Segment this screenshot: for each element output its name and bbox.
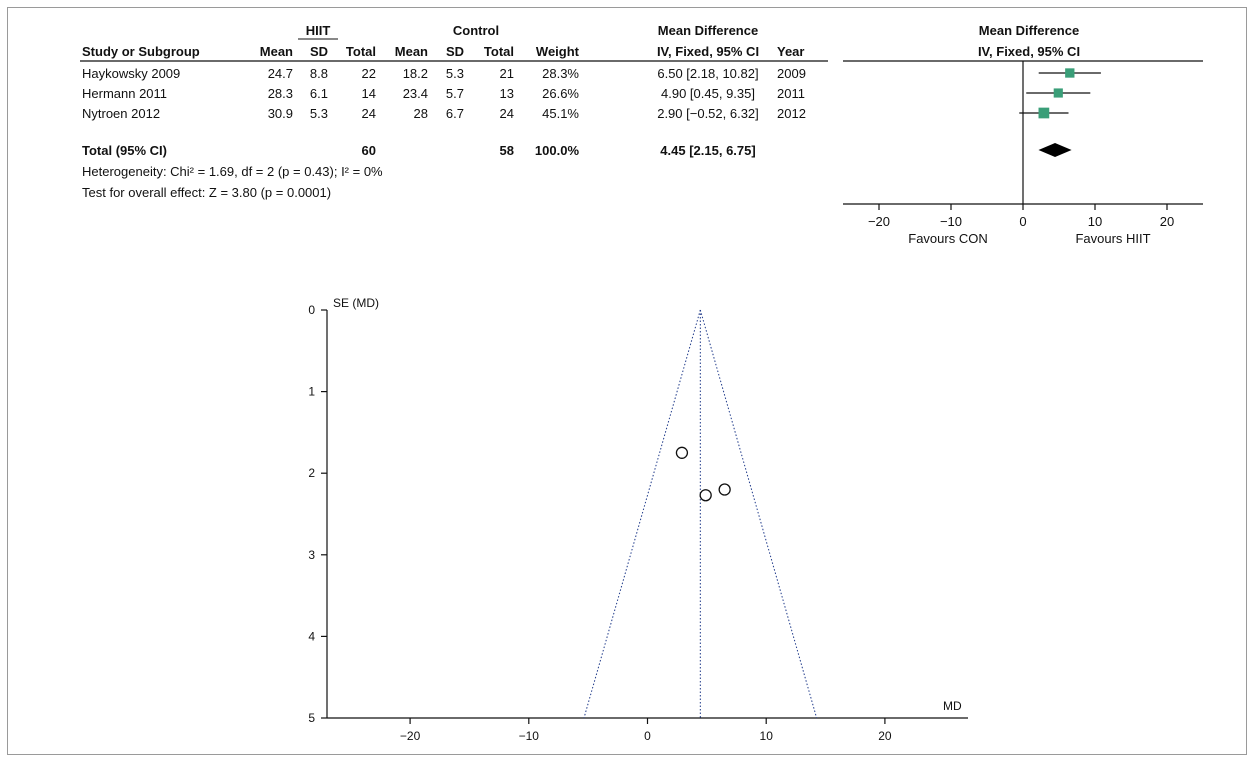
weight: 28.3% bbox=[542, 66, 579, 81]
header-hiit: HIIT bbox=[306, 23, 331, 38]
col-hiit-mean: Mean bbox=[260, 44, 293, 59]
funnel-y-tick-label: 1 bbox=[308, 385, 315, 399]
study-effect-marker bbox=[1053, 88, 1063, 98]
hiit-total: 24 bbox=[362, 106, 376, 121]
year: 2009 bbox=[777, 66, 806, 81]
total-row: Total (95% CI) 60 58 100.0% 4.45 [2.15, … bbox=[82, 143, 756, 158]
ci: 4.90 [0.45, 9.35] bbox=[661, 86, 755, 101]
heterogeneity-text: Heterogeneity: Chi² = 1.69, df = 2 (p = … bbox=[82, 164, 383, 179]
forest-x-tick-label: 10 bbox=[1088, 214, 1102, 229]
study-effect-marker bbox=[1065, 68, 1075, 78]
study-name: Nytroen 2012 bbox=[82, 106, 160, 121]
year: 2011 bbox=[777, 86, 805, 101]
con-sd: 6.7 bbox=[446, 106, 464, 121]
col-year: Year bbox=[777, 44, 804, 59]
col-con-total: Total bbox=[484, 44, 514, 59]
total-weight: 100.0% bbox=[535, 143, 580, 158]
col-con-sd: SD bbox=[446, 44, 464, 59]
table-row: Hermann 2011 28.3 6.1 14 23.4 5.7 13 26.… bbox=[82, 86, 805, 101]
study-point bbox=[675, 446, 689, 459]
study-name: Hermann 2011 bbox=[82, 86, 167, 101]
hiit-mean: 28.3 bbox=[268, 86, 293, 101]
figure-canvas: HIIT Control Mean Difference Study or Su… bbox=[80, 23, 1203, 743]
study-point bbox=[699, 489, 712, 502]
hiit-total-sum: 60 bbox=[362, 143, 376, 158]
funnel-y-label: SE (MD) bbox=[333, 296, 379, 310]
ci: 2.90 [−0.52, 6.32] bbox=[657, 106, 759, 121]
favours-hiit-label: Favours HIIT bbox=[1075, 231, 1150, 246]
pooled-diamond bbox=[1038, 143, 1072, 157]
forest-x-tick-label: −10 bbox=[940, 214, 962, 229]
funnel-plot: SE (MD) MD 0 1 2 3 4 5 −20 −10 0 10 20 bbox=[308, 296, 968, 743]
table-row: Haykowsky 2009 24.7 8.8 22 18.2 5.3 21 2… bbox=[82, 66, 806, 81]
hiit-total: 14 bbox=[362, 86, 376, 101]
funnel-y-tick-label: 2 bbox=[308, 466, 315, 480]
funnel-ci-right bbox=[699, 309, 818, 719]
study-effect-marker bbox=[1038, 107, 1050, 119]
forest-x-tick-label: 0 bbox=[1019, 214, 1026, 229]
funnel-x-tick-label: −10 bbox=[519, 729, 540, 743]
con-total: 13 bbox=[500, 86, 514, 101]
con-total: 24 bbox=[500, 106, 514, 121]
funnel-x-tick-label: 20 bbox=[878, 729, 892, 743]
header-md-group: Mean Difference bbox=[658, 23, 758, 38]
funnel-y-tick-label: 5 bbox=[308, 711, 315, 725]
col-hiit-total: Total bbox=[346, 44, 376, 59]
funnel-x-tick-label: 10 bbox=[760, 729, 774, 743]
col-ci: IV, Fixed, 95% CI bbox=[657, 44, 759, 59]
hiit-sd: 5.3 bbox=[310, 106, 328, 121]
total-label: Total (95% CI) bbox=[82, 143, 167, 158]
table-row: Nytroen 2012 30.9 5.3 24 28 6.7 24 45.1%… bbox=[82, 106, 806, 121]
funnel-x-label: MD bbox=[943, 699, 962, 713]
funnel-y-tick-label: 0 bbox=[308, 303, 315, 317]
col-weight: Weight bbox=[536, 44, 580, 59]
study-name: Haykowsky 2009 bbox=[82, 66, 180, 81]
con-sd: 5.3 bbox=[446, 66, 464, 81]
col-study: Study or Subgroup bbox=[82, 44, 200, 59]
funnel-x-tick-label: −20 bbox=[400, 729, 421, 743]
hiit-sd: 6.1 bbox=[310, 86, 328, 101]
year: 2012 bbox=[777, 106, 806, 121]
hiit-sd: 8.8 bbox=[310, 66, 328, 81]
funnel-y-tick-label: 3 bbox=[308, 548, 315, 562]
favours-con-label: Favours CON bbox=[908, 231, 987, 246]
total-ci: 4.45 [2.15, 6.75] bbox=[660, 143, 755, 158]
col-con-mean: Mean bbox=[395, 44, 428, 59]
figure-frame: HIIT Control Mean Difference Study or Su… bbox=[7, 7, 1247, 755]
forest-plot: Mean Difference IV, Fixed, 95% CI −20 −10… bbox=[843, 23, 1203, 246]
forest-title: Mean Difference bbox=[979, 23, 1079, 38]
forest-table: HIIT Control Mean Difference Study or Su… bbox=[80, 23, 828, 200]
overall-effect-text: Test for overall effect: Z = 3.80 (p = 0… bbox=[82, 185, 331, 200]
funnel-x-tick-label: 0 bbox=[644, 729, 651, 743]
forest-subtitle: IV, Fixed, 95% CI bbox=[978, 44, 1080, 59]
header-control: Control bbox=[453, 23, 499, 38]
col-hiit-sd: SD bbox=[310, 44, 328, 59]
forest-x-tick-label: 20 bbox=[1160, 214, 1174, 229]
hiit-total: 22 bbox=[362, 66, 376, 81]
con-sd: 5.7 bbox=[446, 86, 464, 101]
weight: 45.1% bbox=[542, 106, 579, 121]
con-total: 21 bbox=[500, 66, 514, 81]
forest-x-tick-label: −20 bbox=[868, 214, 890, 229]
con-mean: 28 bbox=[414, 106, 428, 121]
con-mean: 18.2 bbox=[403, 66, 428, 81]
study-point bbox=[718, 483, 731, 496]
con-total-sum: 58 bbox=[500, 143, 514, 158]
funnel-ci-left bbox=[583, 309, 701, 719]
con-mean: 23.4 bbox=[403, 86, 428, 101]
hiit-mean: 24.7 bbox=[268, 66, 293, 81]
weight: 26.6% bbox=[542, 86, 579, 101]
hiit-mean: 30.9 bbox=[268, 106, 293, 121]
funnel-y-tick-label: 4 bbox=[308, 629, 315, 643]
ci: 6.50 [2.18, 10.82] bbox=[657, 66, 758, 81]
